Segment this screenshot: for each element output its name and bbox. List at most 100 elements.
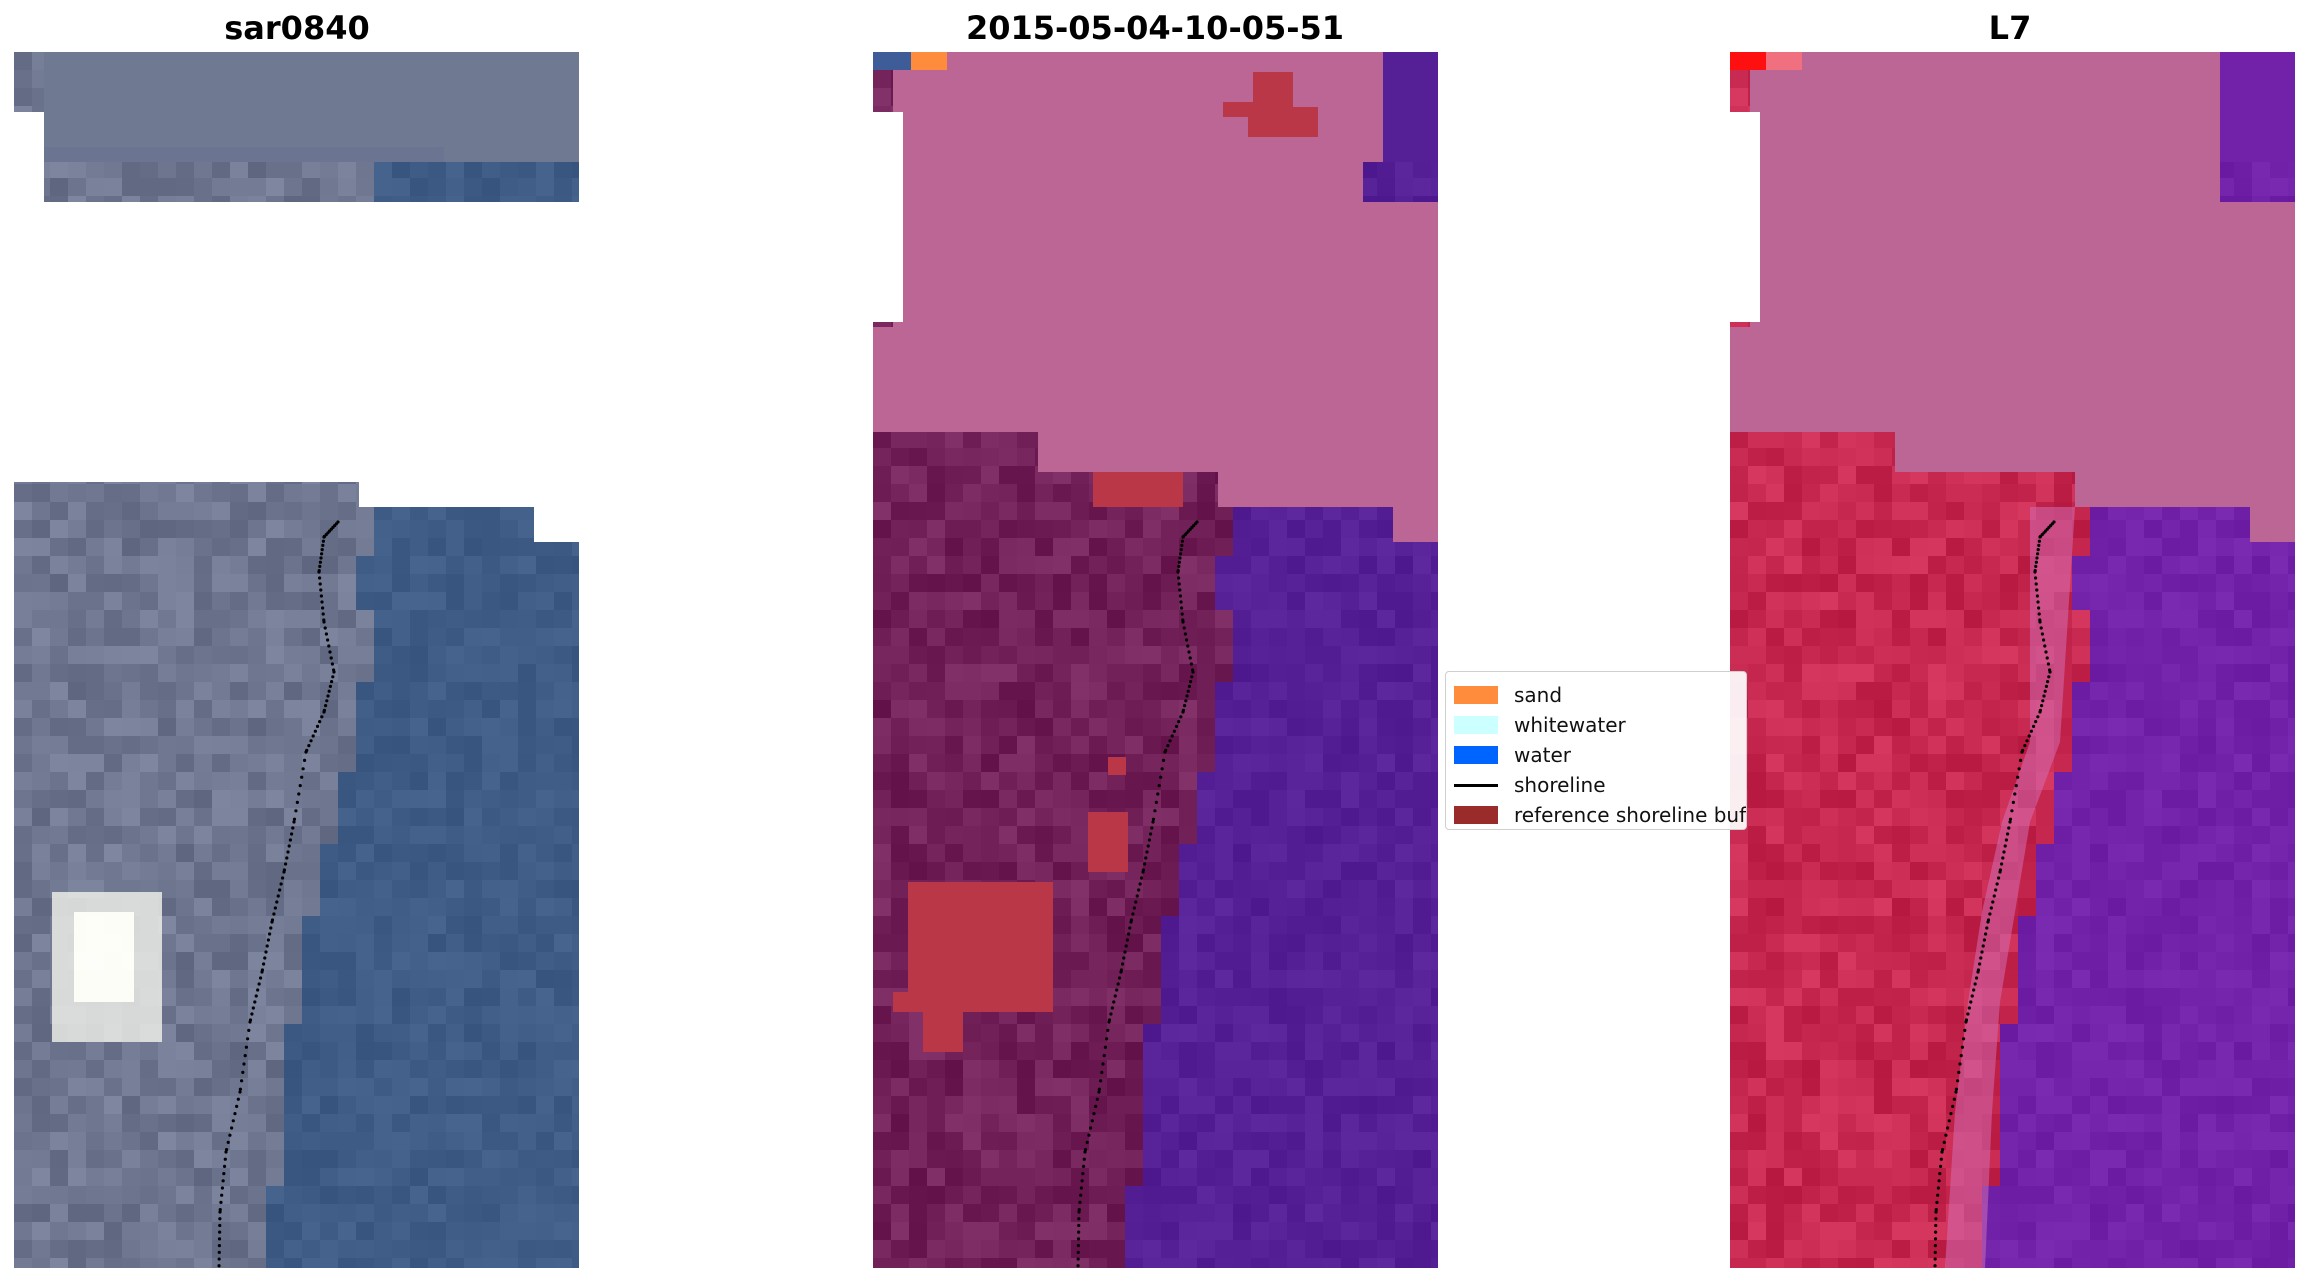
shoreline-point	[2002, 850, 2006, 854]
shoreline-point	[217, 1250, 221, 1254]
shoreline-point	[1154, 800, 1158, 805]
shoreline-point	[1177, 564, 1181, 569]
shoreline-point	[243, 1054, 247, 1058]
cloud-core	[74, 912, 134, 1002]
shoreline-point	[217, 1244, 221, 1248]
legend-item-reference-buffer: reference shoreline buffer	[1454, 803, 1746, 827]
classified-image-panel	[873, 52, 1438, 1268]
shoreline-point	[328, 684, 332, 689]
shoreline-point	[251, 1006, 255, 1010]
panel-title-2: 2015-05-04-10-05-51	[965, 9, 1345, 47]
sand-pixel	[911, 52, 947, 70]
shoreline-point	[1157, 784, 1161, 788]
shoreline-point	[1954, 1090, 1958, 1094]
shoreline-point	[322, 620, 326, 624]
shoreline-point	[1146, 844, 1150, 848]
shoreline-point	[1933, 1244, 1937, 1248]
shoreline-point	[1117, 976, 1122, 980]
shoreline-point	[1138, 882, 1142, 886]
shoreline-point	[1168, 739, 1172, 743]
shoreline-point	[218, 1217, 222, 1221]
shoreline-point	[1156, 792, 1160, 796]
shoreline-point	[326, 638, 330, 642]
cloud-region	[873, 202, 1438, 542]
shoreline-point	[273, 906, 277, 910]
shoreline-point	[288, 838, 292, 842]
index-image-panel	[1730, 52, 2295, 1268]
shoreline-point	[1110, 1006, 1114, 1010]
shoreline-point	[2023, 744, 2027, 748]
shoreline-point	[266, 938, 270, 942]
shoreline-point	[318, 576, 322, 580]
shoreline-point	[1081, 1172, 1085, 1176]
shoreline-point	[1076, 1250, 1080, 1254]
shoreline-point	[1934, 1217, 1938, 1221]
buffer-region-2	[1108, 757, 1126, 775]
shoreline-point	[318, 720, 322, 724]
shoreline-point	[233, 1112, 237, 1116]
shoreline-point	[2038, 620, 2042, 624]
shoreline-point	[320, 552, 324, 556]
shoreline-point	[219, 1200, 223, 1204]
shoreline-point	[300, 775, 304, 779]
shoreline-point	[1181, 620, 1185, 624]
shoreline-point	[304, 750, 308, 754]
shoreline-point	[321, 539, 325, 543]
shoreline-point	[1076, 1244, 1080, 1248]
shoreline-point	[1189, 662, 1193, 666]
shoreline-point	[1970, 994, 1974, 998]
shoreline-point	[2042, 638, 2046, 642]
shoreline-point	[1107, 1020, 1111, 1024]
shoreline-point	[1101, 1062, 1105, 1066]
shoreline-point	[1949, 1112, 1953, 1116]
shoreline-point	[1191, 670, 1195, 674]
shoreline-point	[292, 820, 296, 824]
shoreline-point	[1076, 1237, 1081, 1241]
shoreline-point	[2014, 784, 2018, 788]
shoreline-point	[238, 1087, 242, 1091]
shoreline-point	[1109, 1012, 1113, 1016]
shoreline-point	[226, 1140, 230, 1144]
shoreline-point	[1972, 988, 1976, 992]
shoreline-point	[218, 1210, 222, 1214]
shoreline-point	[1081, 1164, 1086, 1168]
shoreline-point	[1141, 870, 1145, 874]
legend-item-whitewater: whitewater	[1454, 713, 1626, 737]
shoreline-point	[1962, 1037, 1966, 1041]
shoreline-point	[1933, 1250, 1937, 1254]
shoreline-point	[1181, 535, 1185, 539]
shoreline-point	[309, 739, 313, 743]
buffer-region-3	[1088, 812, 1128, 872]
shoreline-point	[2040, 632, 2044, 636]
shoreline-point	[248, 1020, 252, 1024]
cloud-top	[1730, 52, 2295, 202]
shoreline-point	[257, 982, 261, 986]
shoreline-point	[2008, 820, 2012, 824]
shoreline-point	[1160, 767, 1164, 771]
shoreline-point	[2037, 543, 2041, 547]
shoreline-point	[318, 560, 322, 564]
shoreline-point	[327, 689, 331, 693]
shoreline-point	[2003, 844, 2007, 848]
shoreline-point	[332, 670, 336, 674]
sea-top	[1383, 52, 1438, 162]
cloud-top	[873, 52, 1438, 202]
shoreline-point	[2033, 570, 2037, 574]
shoreline-point	[319, 594, 323, 598]
shoreline-point	[324, 704, 328, 708]
shoreline-point	[1115, 988, 1119, 992]
shoreline-point	[329, 656, 333, 660]
shoreline-point	[297, 792, 301, 796]
shoreline-point	[1077, 1223, 1081, 1228]
shoreline-point	[280, 876, 285, 880]
shoreline-point	[319, 556, 323, 560]
shoreline-point	[1944, 1133, 1948, 1137]
panel-title-3: L7	[1988, 9, 2032, 47]
shoreline-point	[1989, 906, 1993, 910]
legend-item-water: water	[1454, 743, 1571, 767]
shoreline-point	[328, 650, 332, 654]
shoreline-point	[1125, 938, 1129, 942]
shoreline-point	[1979, 956, 1983, 960]
shoreline-point	[247, 1028, 251, 1032]
shoreline-point	[1128, 926, 1132, 930]
